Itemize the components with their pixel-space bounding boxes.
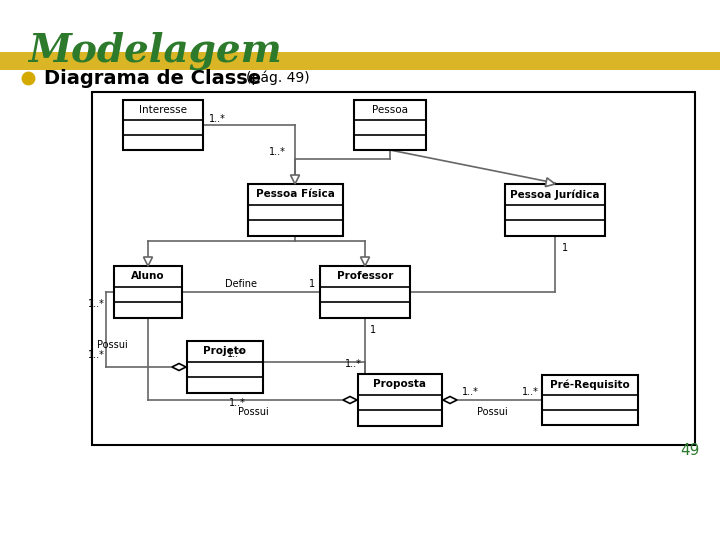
- Text: 1..*: 1..*: [88, 350, 104, 360]
- Text: Possui: Possui: [477, 407, 508, 417]
- Polygon shape: [143, 257, 153, 266]
- Polygon shape: [361, 257, 369, 266]
- Text: Pessoa: Pessoa: [372, 105, 408, 115]
- Bar: [358, 374, 442, 426]
- Text: 1: 1: [309, 279, 315, 289]
- Bar: [0, 52, 720, 70]
- Text: 1: 1: [370, 325, 376, 335]
- Text: Define: Define: [225, 279, 257, 289]
- Bar: [187, 341, 263, 393]
- Bar: [123, 100, 203, 150]
- Text: Aluno: Aluno: [131, 272, 165, 281]
- Polygon shape: [343, 396, 357, 403]
- Text: 1: 1: [562, 243, 568, 253]
- Polygon shape: [290, 175, 300, 184]
- Text: 1..*: 1..*: [345, 359, 361, 369]
- Text: Professor: Professor: [337, 272, 393, 281]
- Text: Possui: Possui: [96, 340, 127, 350]
- Text: 1..*: 1..*: [209, 114, 225, 124]
- Polygon shape: [443, 396, 457, 403]
- Text: Projeto: Projeto: [204, 346, 246, 356]
- Text: Possui: Possui: [238, 407, 269, 417]
- Text: Modelagem: Modelagem: [28, 32, 282, 71]
- Text: 49: 49: [680, 443, 700, 458]
- Text: Interesse: Interesse: [139, 105, 187, 115]
- Text: 1..*: 1..*: [269, 147, 285, 157]
- Bar: [248, 184, 343, 236]
- Text: 1..*: 1..*: [228, 398, 246, 408]
- Text: 1..*: 1..*: [462, 387, 478, 397]
- Bar: [320, 266, 410, 318]
- Text: Pessoa Física: Pessoa Física: [256, 190, 334, 199]
- Text: Pré-Requisito: Pré-Requisito: [550, 380, 630, 390]
- Bar: [542, 375, 638, 425]
- Text: 1..*: 1..*: [88, 299, 104, 309]
- Text: (pág. 49): (pág. 49): [246, 71, 310, 85]
- Text: Pessoa Jurídica: Pessoa Jurídica: [510, 189, 600, 200]
- Bar: [505, 184, 605, 236]
- Bar: [354, 100, 426, 150]
- Text: Diagrama de Classe: Diagrama de Classe: [44, 69, 261, 87]
- Polygon shape: [172, 363, 186, 370]
- Bar: [92, 92, 695, 445]
- Text: 1..*: 1..*: [227, 349, 243, 359]
- Text: 1..*: 1..*: [521, 387, 539, 397]
- Bar: [114, 266, 182, 318]
- Text: Proposta: Proposta: [374, 380, 426, 389]
- Polygon shape: [545, 178, 555, 187]
